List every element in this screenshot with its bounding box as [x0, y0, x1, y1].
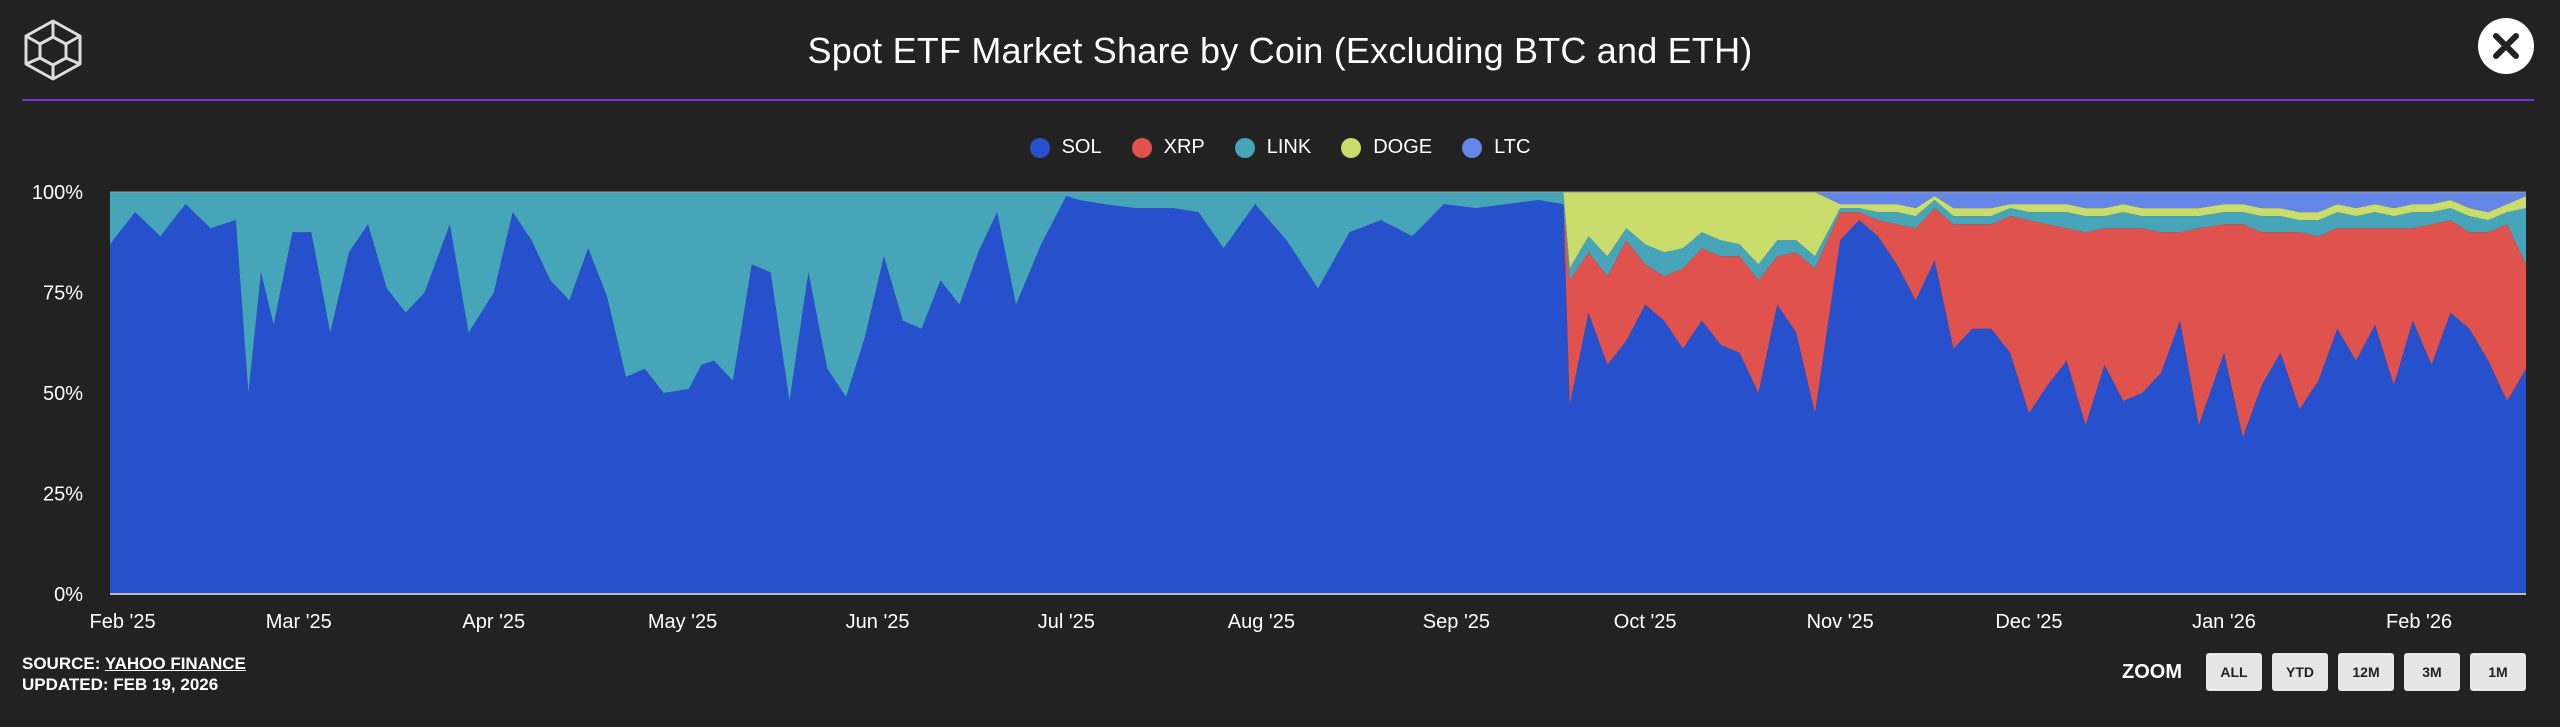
legend-item-sol[interactable]: SOL: [1029, 136, 1102, 159]
zoom-all-button[interactable]: ALL: [2206, 653, 2262, 691]
x-tick-label: Oct '25: [1614, 611, 1677, 633]
cube-logo-icon: [24, 19, 82, 81]
close-icon: [2493, 33, 2519, 59]
x-tick-label: Jan '26: [2192, 611, 2256, 633]
x-tick-label: Jul '25: [1038, 611, 1095, 633]
close-button[interactable]: [2478, 18, 2534, 74]
area-series-link: [110, 192, 2526, 401]
x-tick-label: Jun '25: [846, 611, 910, 633]
legend-swatch-xrp: [1131, 137, 1152, 158]
legend-item-ltc[interactable]: LTC: [1462, 136, 1530, 159]
legend-item-doge[interactable]: DOGE: [1341, 136, 1432, 159]
x-tick-label: Feb '25: [90, 611, 156, 633]
legend-label-ltc: LTC: [1494, 136, 1531, 158]
legend-swatch-doge: [1341, 137, 1362, 158]
y-tick-label: 75%: [43, 283, 83, 305]
zoom-1m-button[interactable]: 1M: [2470, 653, 2526, 691]
x-tick-label: Sep '25: [1423, 611, 1490, 633]
legend-label-xrp: XRP: [1163, 136, 1205, 158]
chart-legend: SOL XRP LINK DOGE LTC: [0, 136, 2560, 159]
legend-item-link[interactable]: LINK: [1234, 136, 1312, 159]
legend-label-link: LINK: [1266, 136, 1312, 158]
y-tick-label: 25%: [43, 484, 83, 506]
legend-item-xrp[interactable]: XRP: [1131, 136, 1205, 159]
zoom-3m-button[interactable]: 3M: [2404, 653, 2460, 691]
zoom-label: ZOOM: [2122, 660, 2182, 683]
x-tick-label: Nov '25: [1807, 611, 1874, 633]
y-tick-label: 100%: [32, 182, 83, 204]
y-tick-label: 50%: [43, 383, 83, 405]
zoom-controls: ZOOM ALL YTD 12M 3M 1M: [2122, 653, 2526, 691]
legend-swatch-link: [1234, 137, 1255, 158]
source-note: SOURCE: YAHOO FINANCE UPDATED: FEB 19, 2…: [22, 653, 246, 695]
header-divider: [22, 99, 2534, 101]
source-link[interactable]: YAHOO FINANCE: [104, 654, 246, 673]
area-series-sol: [110, 196, 2526, 594]
legend-swatch-ltc: [1462, 137, 1483, 158]
x-tick-label: May '25: [648, 611, 717, 633]
x-tick-label: Apr '25: [462, 611, 525, 633]
area-series-ltc: [110, 192, 2526, 213]
x-tick-label: Feb '26: [2386, 611, 2452, 633]
area-series-xrp: [110, 196, 2526, 438]
x-tick-label: Dec '25: [1995, 611, 2062, 633]
x-tick-label: Mar '25: [266, 611, 332, 633]
zoom-12m-button[interactable]: 12M: [2338, 653, 2394, 691]
page-title: Spot ETF Market Share by Coin (Excluding…: [807, 30, 1753, 71]
legend-label-doge: DOGE: [1373, 136, 1433, 158]
x-tick-label: Aug '25: [1228, 611, 1295, 633]
source-prefix: SOURCE:: [22, 654, 101, 673]
zoom-ytd-button[interactable]: YTD: [2272, 653, 2328, 691]
updated-date: UPDATED: FEB 19, 2026: [22, 675, 219, 694]
legend-swatch-sol: [1029, 137, 1050, 158]
legend-label-sol: SOL: [1061, 136, 1102, 158]
y-tick-label: 0%: [54, 584, 83, 606]
